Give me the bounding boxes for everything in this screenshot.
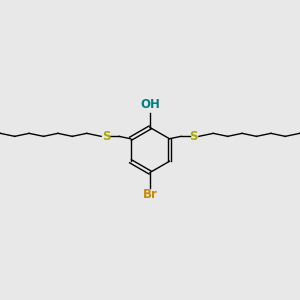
- Text: S: S: [102, 130, 111, 143]
- Text: Br: Br: [142, 188, 158, 201]
- Text: OH: OH: [140, 98, 160, 111]
- Text: S: S: [189, 130, 198, 143]
